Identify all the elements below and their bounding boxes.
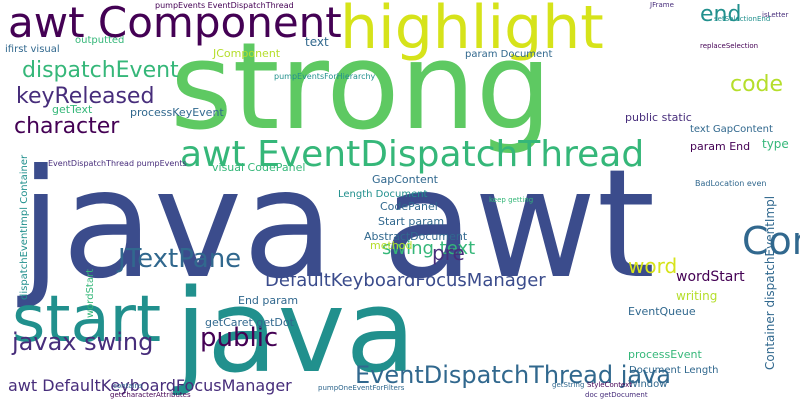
word-pre: pre bbox=[432, 241, 465, 265]
word-badlocation-even: BadLocation even bbox=[695, 179, 767, 188]
word-getcharacterattributes: getCharacterAttributes bbox=[110, 391, 191, 399]
word-javax-swing: javax swing bbox=[12, 328, 154, 356]
word-visual-codepanel: visual CodePanel bbox=[212, 161, 306, 174]
word-defaultkeyboardfocusmanager: DefaultKeyboardFocusManager bbox=[265, 270, 546, 291]
word-contains: contains bbox=[113, 382, 143, 390]
word-jframe: JFrame bbox=[650, 1, 674, 9]
word-component-java: Component java bbox=[742, 219, 800, 263]
word-eventqueue: EventQueue bbox=[628, 305, 696, 318]
word-document-length: Document Length bbox=[629, 365, 719, 376]
word-java: java bbox=[175, 265, 416, 399]
word-replaceselection: replaceSelection bbox=[700, 42, 759, 50]
word-end-param: End param bbox=[238, 294, 299, 307]
word-gettext: getText bbox=[52, 103, 93, 116]
word-writing: writing bbox=[676, 289, 718, 303]
word-wordstarted: wordStart bbox=[85, 268, 96, 318]
word-jcomponent: JComponent bbox=[213, 47, 281, 60]
word-stylecontext: StyleContext bbox=[587, 381, 633, 389]
word-dispatcheventimpl-container: dispatchEventImpl Container bbox=[19, 154, 30, 300]
word-abstractdocument: AbstractDocument bbox=[364, 230, 468, 243]
word-dispatchevent: dispatchEvent bbox=[22, 58, 179, 83]
word-type: type bbox=[762, 137, 789, 151]
word-jtextpane: JTextPane bbox=[118, 244, 242, 274]
word-eventdispatchthread-java: EventDispatchThread java bbox=[355, 361, 671, 389]
word-awt-component: awt Component bbox=[8, 0, 342, 47]
word-keyreleased: keyReleased bbox=[16, 84, 155, 109]
word-text: text bbox=[305, 35, 329, 49]
word-swing-text: swing text bbox=[382, 238, 476, 259]
word-window: Window bbox=[628, 379, 668, 390]
word-wordstart: wordStart bbox=[676, 269, 745, 285]
word-strong: strong bbox=[170, 18, 552, 157]
word-doc-getdocument: doc getDocument bbox=[585, 391, 648, 399]
word-character: character bbox=[14, 114, 120, 139]
word-pumpeventsforhierarchy: pumpEventsForHierarchy bbox=[274, 72, 376, 81]
word-outputted: outputted bbox=[75, 35, 125, 46]
word-setselectionend: setSelectionEnd bbox=[714, 15, 771, 23]
word-end: end bbox=[700, 2, 742, 27]
word-public: public bbox=[200, 323, 279, 353]
word-getstring: getString bbox=[552, 381, 585, 389]
word-gapcontent: GapContent bbox=[372, 173, 438, 186]
word-public-static: public static bbox=[625, 111, 692, 124]
word-method: method bbox=[370, 239, 413, 252]
word-getcaret-getdot: getCaret getDot bbox=[205, 316, 294, 329]
word-text-gapcontent: text GapContent bbox=[690, 124, 773, 135]
word-awt-eventdispatchthread: awt EventDispatchThread bbox=[180, 134, 645, 175]
word-eventdispatchthread-pumpevents: EventDispatchThread pumpEvents bbox=[48, 159, 187, 168]
word-codepanel: CodePanel bbox=[380, 200, 438, 213]
word-highlight: highlight bbox=[340, 0, 604, 63]
word-start: start bbox=[12, 283, 162, 357]
word-code: code bbox=[730, 72, 784, 97]
word-length-document: Length Document bbox=[338, 189, 428, 200]
word-param-document: param Document bbox=[465, 49, 553, 60]
word-awt-defaultkeyboardfocusmanager: awt DefaultKeyboardFocusManager bbox=[8, 376, 292, 395]
word-start-param: Start param bbox=[378, 215, 445, 228]
word-pumponeeventforfilters: pumpOneEventForFilters bbox=[318, 384, 405, 392]
word-pumpevents-eventdispatchthread: pumpEvents EventDispatchThread bbox=[155, 1, 294, 10]
word-ifirst-visual: ifirst visual bbox=[5, 44, 60, 55]
word-param-end: param End bbox=[690, 140, 751, 153]
word-isletter: isLetter bbox=[762, 11, 789, 19]
word-processevent: processEvent bbox=[628, 348, 702, 361]
word-container-dispatcheventimpl: Container dispatchEventImpl bbox=[763, 195, 777, 370]
word-processkeyevent: processKeyEvent bbox=[130, 106, 224, 119]
word-word: word bbox=[628, 254, 678, 278]
word-java-awt: java awt bbox=[20, 138, 656, 312]
word-keep-getting: keep getting bbox=[489, 196, 534, 204]
